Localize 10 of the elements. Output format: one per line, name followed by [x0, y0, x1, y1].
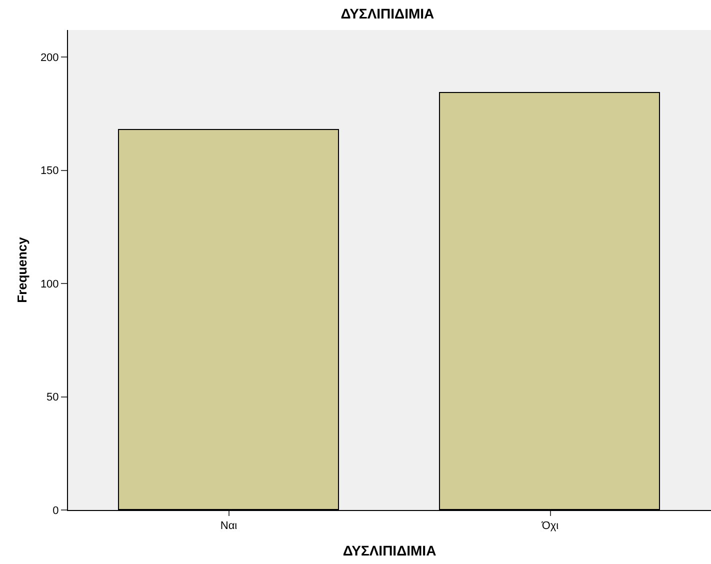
y-tick-label: 150 [40, 165, 59, 178]
x-tick-label: Ναι [220, 520, 238, 532]
chart-title: ΔΥΣΛΙΠΙΔΙΜΙΑ [340, 5, 434, 22]
y-axis-title: Frequency [14, 236, 30, 303]
x-axis-title: ΔΥΣΛΙΠΙΔΙΜΙΑ [342, 542, 436, 558]
y-tick-label: 0 [52, 504, 59, 517]
y-tick-label: 200 [40, 52, 59, 64]
y-tick-label: 100 [40, 278, 59, 290]
x-tick-label: Όχι [540, 520, 560, 532]
y-tick-label: 50 [46, 392, 59, 404]
